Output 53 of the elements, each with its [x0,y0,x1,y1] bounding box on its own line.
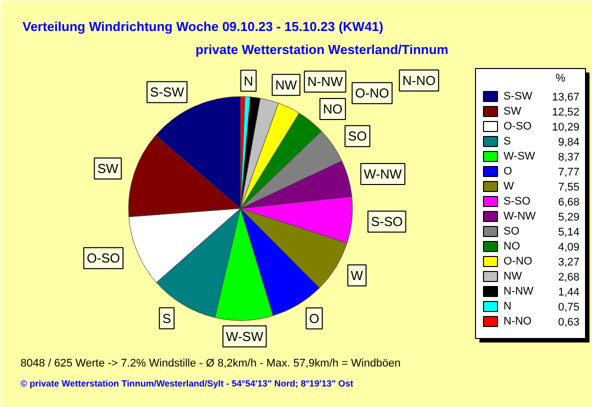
legend-label: W-SW [504,150,536,162]
legend-label: W [504,180,514,192]
slice-label: O [309,310,320,326]
legend-label: O [504,166,512,178]
slice-label: W [350,268,364,283]
legend-label: W-NW [504,210,536,222]
slice-label: S-SO [370,214,403,230]
data-label: 5,14 [558,226,580,238]
legend-label: O-SO [504,120,532,132]
legend-label: N-NW [504,286,534,298]
chart-subtitle: private Wetterstation Westerland/Tinnum [196,42,448,57]
legend-title: % [556,72,566,84]
slice-label: O-SO [86,250,120,266]
data-label: 0,63 [558,316,580,328]
slice-label: NW [275,77,298,92]
category-label: N-NO [402,73,436,88]
legend-label: S [504,136,511,148]
legend-label: NW [504,270,522,282]
data-label: 10,29 [552,122,580,134]
legend-label: S-SO [504,196,531,208]
legend-label: N-NO [504,316,532,328]
data-label: 7,77 [558,166,580,178]
data-label: 0,75 [558,302,580,314]
legend-label: SO [504,226,520,238]
data-label: 8,37 [558,152,580,164]
data-label: 5,29 [558,212,580,224]
data-label: 2,68 [558,272,580,284]
slice-label: W-SW [226,328,264,344]
legend-label: NO [504,240,520,252]
data-label: 3,27 [558,256,580,268]
data-label: 9,84 [558,136,580,148]
text: 8048 / 625 Werte -> 7.2% Windstille - Ø 8,2km/h - Max. 57,9km/h = Windböen [20,358,401,370]
category-label: O-NO [355,86,390,101]
legend-label: N [504,300,512,312]
slice-label: W-NW [364,166,403,182]
slice-label: S-SW [150,84,185,100]
slice-label: SO [348,128,367,144]
legend-label: S-SW [504,90,533,102]
data-label: 12,52 [552,106,580,118]
legend-label: O-NO [504,256,533,268]
data-label: 4,09 [558,242,580,254]
text: © private Wetterstation Tinnum/Westerland/Sylt - 54°54'13" Nord; 8°19'13" Ost [20,378,354,388]
slice-label: S [162,310,172,326]
data-label: 6,68 [558,196,580,208]
data-label: 13,67 [552,92,580,104]
data-label: 7,55 [558,182,580,194]
slice-label: SW [97,160,120,176]
data-label: 1,44 [558,286,580,298]
slice-label: NO [322,101,342,116]
chart-title: Verteilung Windrichtung Woche 09.10.23 - 15.10.23 (KW41) [22,19,384,34]
legend-label: SW [504,106,522,118]
slice-label: N [244,73,254,88]
category-label: N-NW [307,74,343,90]
